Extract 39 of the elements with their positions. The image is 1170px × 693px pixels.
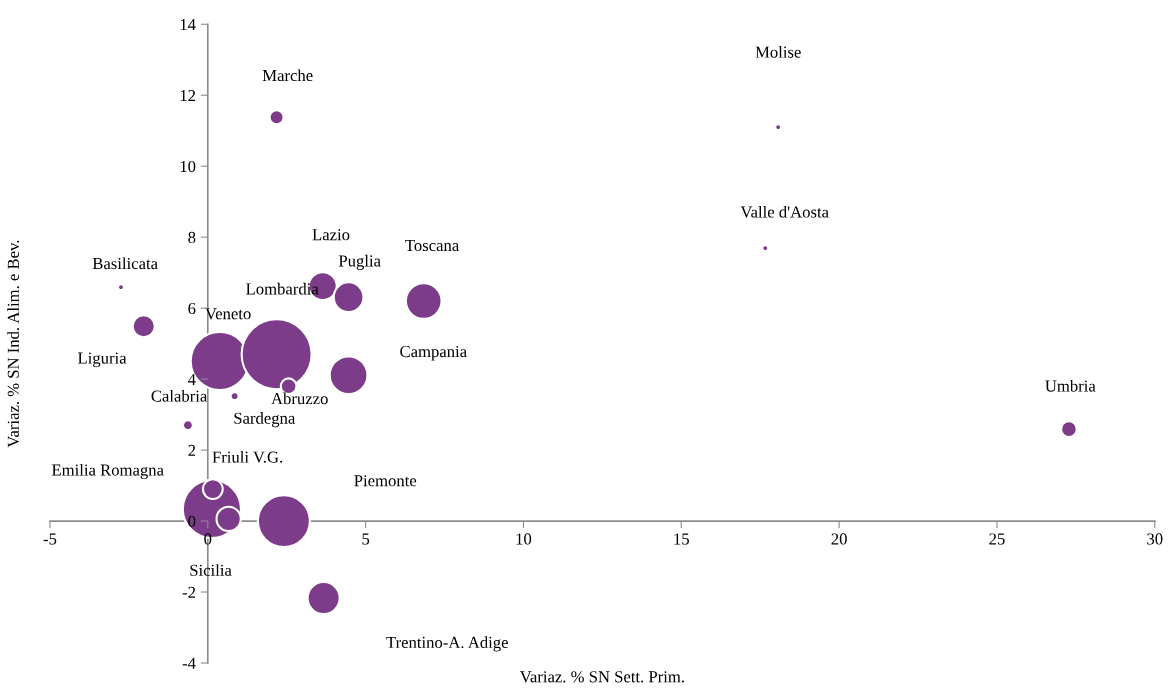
y-tick-label: -4 — [182, 657, 196, 669]
annotation: Molise — [755, 45, 801, 58]
y-tick-label: 0 — [188, 515, 196, 527]
annotation: Calabria — [151, 389, 208, 402]
annotation: Liguria — [78, 352, 127, 368]
y-tick-label: 12 — [180, 89, 196, 102]
annotation: Friuli V.G. — [212, 451, 283, 463]
annotation: Trentino-A. Adige — [386, 636, 508, 652]
annotation: Veneto — [205, 308, 251, 320]
annotation: Toscana — [405, 239, 459, 252]
x-tick-label: 20 — [831, 533, 847, 545]
y-tick-label: 6 — [188, 302, 196, 315]
annotation: Piemonte — [354, 475, 417, 487]
x-tick-label: 30 — [1147, 533, 1163, 545]
y-tick-label: 2 — [188, 444, 196, 456]
annotation: Sicilia — [190, 564, 232, 576]
annotation: Emilia Romagna — [51, 463, 164, 480]
annotation: Sardegna — [234, 412, 296, 428]
y-axis-title: Variaz. % SN Ind. Alim. e Bev. — [7, 240, 20, 448]
y-tick-label: 4 — [187, 373, 196, 385]
x-tick-label: 5 — [362, 533, 370, 545]
annotation: Marche — [262, 69, 313, 82]
annotation: Lazio — [312, 229, 350, 241]
annotation: Puglia — [338, 254, 381, 270]
annotation: Abruzzo — [271, 392, 328, 405]
x-tick-label: 25 — [989, 533, 1005, 545]
annotation: Valle d'Aosta — [740, 205, 829, 218]
y-tick-label: 14 — [180, 19, 196, 31]
x-tick-label: -5 — [43, 533, 57, 545]
x-tick-label: 0 — [204, 533, 212, 545]
x-tick-label: 15 — [674, 533, 689, 545]
y-tick-label: 8 — [188, 231, 196, 244]
y-tick-label: -2 — [182, 586, 196, 598]
annotation: Basilicata — [92, 257, 158, 270]
y-tick-label: 10 — [180, 160, 196, 173]
annotation: Umbria — [1045, 379, 1096, 392]
x-axis-title: Variaz. % SN Sett. Prim. — [519, 671, 684, 683]
annotation: Campania — [400, 345, 467, 361]
x-tick-label: 10 — [516, 533, 532, 545]
